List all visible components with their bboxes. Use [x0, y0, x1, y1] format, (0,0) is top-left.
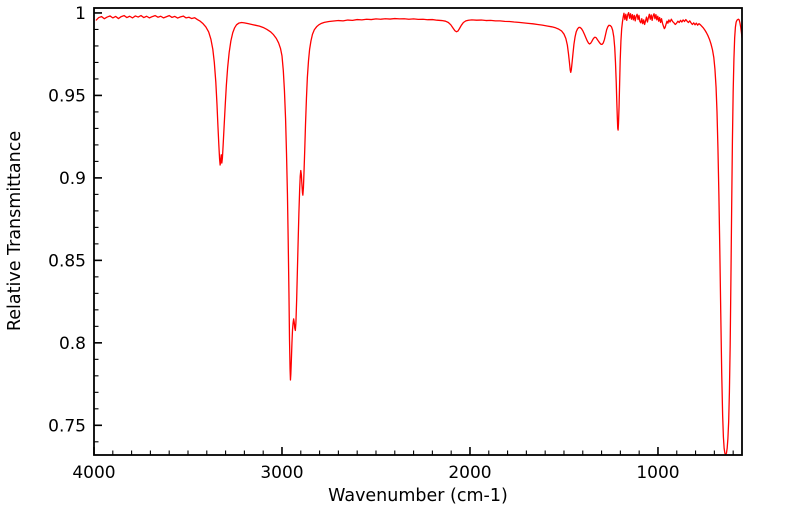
plot-frame — [93, 7, 743, 456]
tick-labels: 4000 3000 2000 1000 1 0.95 0.9 0.85 0.8 0.75 — [48, 4, 679, 483]
x-tick-label: 2000 — [448, 463, 491, 483]
x-axis-label: Wavenumber (cm-1) — [328, 486, 508, 506]
x-tick-label: 3000 — [260, 463, 303, 483]
major-ticks — [93, 12, 659, 455]
y-tick-label: 0.8 — [59, 334, 86, 354]
y-tick-label: 0.95 — [48, 86, 86, 106]
x-tick-label: 1000 — [636, 463, 679, 483]
y-axis-label: Relative Transmittance — [5, 131, 25, 331]
spectrum-trace — [95, 11, 742, 455]
y-tick-label: 1 — [75, 4, 86, 24]
y-tick-label: 0.9 — [59, 169, 86, 189]
minor-ticks — [94, 28, 734, 455]
y-tick-label: 0.85 — [48, 251, 86, 271]
y-tick-label: 0.75 — [48, 416, 86, 436]
x-tick-label: 4000 — [72, 463, 115, 483]
